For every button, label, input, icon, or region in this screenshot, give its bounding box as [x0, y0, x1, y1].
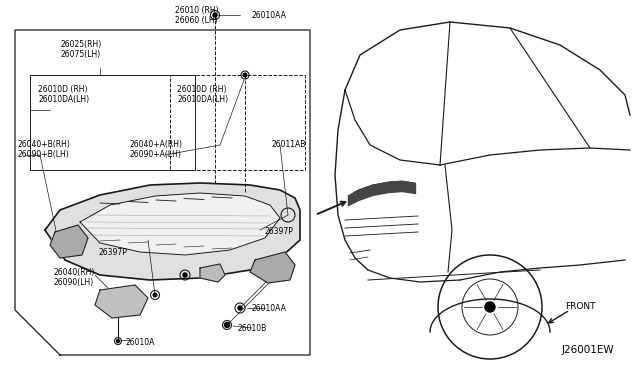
Text: 26090+A(LH): 26090+A(LH) [130, 150, 182, 159]
Polygon shape [50, 225, 88, 258]
Circle shape [213, 13, 217, 17]
Text: 26040+A(RH): 26040+A(RH) [130, 140, 183, 149]
Circle shape [485, 302, 495, 312]
Bar [30, 75, 195, 170]
Text: 26010AA: 26010AA [252, 304, 287, 313]
Text: 26397P: 26397P [265, 227, 294, 236]
Text: 26010DA(LH): 26010DA(LH) [177, 95, 228, 104]
Circle shape [238, 306, 242, 310]
Text: 26010B: 26010B [237, 324, 266, 333]
Text: 26090+B(LH): 26090+B(LH) [17, 150, 68, 159]
Text: 26397P: 26397P [98, 248, 127, 257]
Text: 26075(LH): 26075(LH) [60, 50, 100, 59]
Polygon shape [80, 193, 280, 255]
Text: 26060 (LH): 26060 (LH) [175, 16, 218, 25]
Text: 26010A: 26010A [125, 338, 154, 347]
Circle shape [183, 273, 187, 277]
Polygon shape [45, 183, 300, 280]
Text: 26090(LH): 26090(LH) [53, 278, 93, 287]
Circle shape [225, 323, 230, 327]
Bar [170, 75, 305, 170]
Text: 26010DA(LH): 26010DA(LH) [38, 95, 89, 104]
Text: 26010AA: 26010AA [252, 11, 287, 20]
Polygon shape [200, 264, 225, 282]
Circle shape [116, 340, 120, 343]
Text: 26040+B(RH): 26040+B(RH) [17, 140, 70, 149]
Text: J26001EW: J26001EW [562, 345, 614, 355]
Circle shape [153, 293, 157, 297]
Text: FRONT: FRONT [565, 302, 595, 311]
Text: 26011AB: 26011AB [272, 140, 307, 149]
Text: 26040(RH): 26040(RH) [53, 268, 94, 277]
Text: 26010D (RH): 26010D (RH) [38, 85, 88, 94]
Polygon shape [95, 285, 148, 318]
Text: 26025(RH): 26025(RH) [60, 40, 101, 49]
Polygon shape [250, 252, 295, 283]
Text: 26010D (RH): 26010D (RH) [177, 85, 227, 94]
Text: 26010 (RH): 26010 (RH) [175, 6, 219, 15]
Circle shape [243, 73, 247, 77]
